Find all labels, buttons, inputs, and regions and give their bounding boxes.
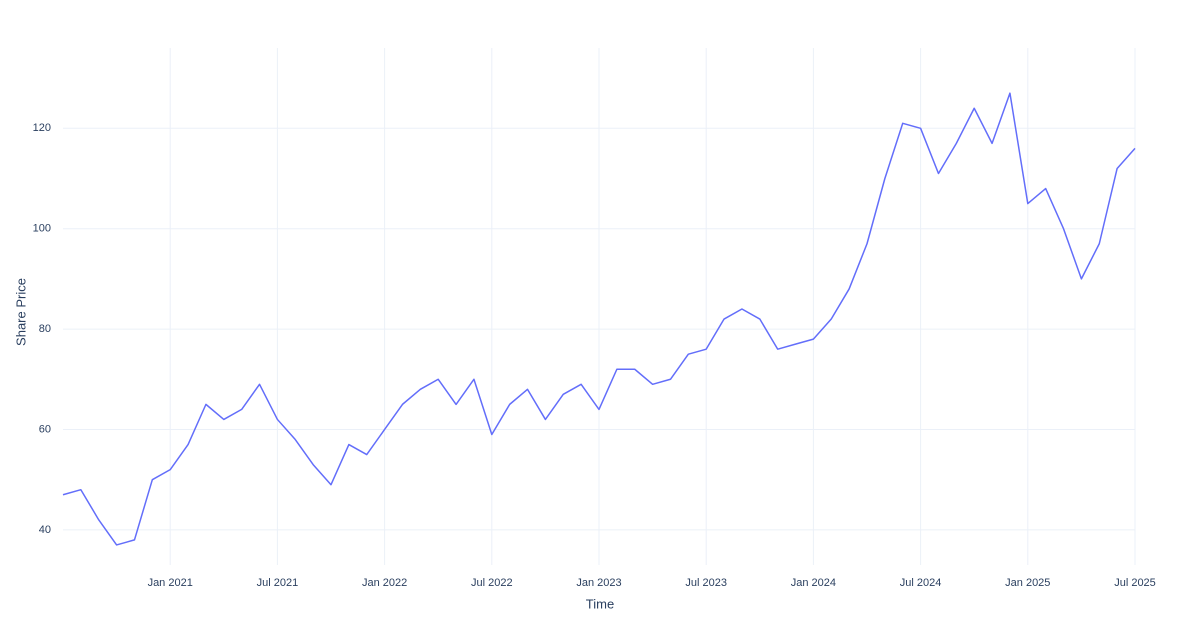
x-tick-label: Jan 2021 — [148, 577, 193, 589]
y-axis-title: Share Price — [13, 278, 28, 346]
x-tick-label: Jul 2024 — [900, 577, 942, 589]
y-tick-label: 80 — [39, 323, 51, 335]
x-tick-label: Jan 2023 — [576, 577, 621, 589]
y-tick-label: 60 — [39, 423, 51, 435]
x-tick-label: Jul 2023 — [685, 577, 727, 589]
y-tick-label: 100 — [33, 223, 51, 235]
y-tick-label: 120 — [33, 122, 51, 134]
y-tick-label: 40 — [39, 524, 51, 536]
line — [62, 92, 1136, 546]
x-tick-label: Jul 2025 — [1114, 577, 1156, 589]
x-tick-label: Jan 2022 — [362, 577, 407, 589]
x-tick-label: Jul 2021 — [257, 577, 299, 589]
x-tick-label: Jan 2024 — [791, 577, 836, 589]
x-tick-label: Jul 2022 — [471, 577, 513, 589]
x-axis-title: Time — [586, 596, 614, 611]
x-tick-label: Jan 2025 — [1005, 577, 1050, 589]
